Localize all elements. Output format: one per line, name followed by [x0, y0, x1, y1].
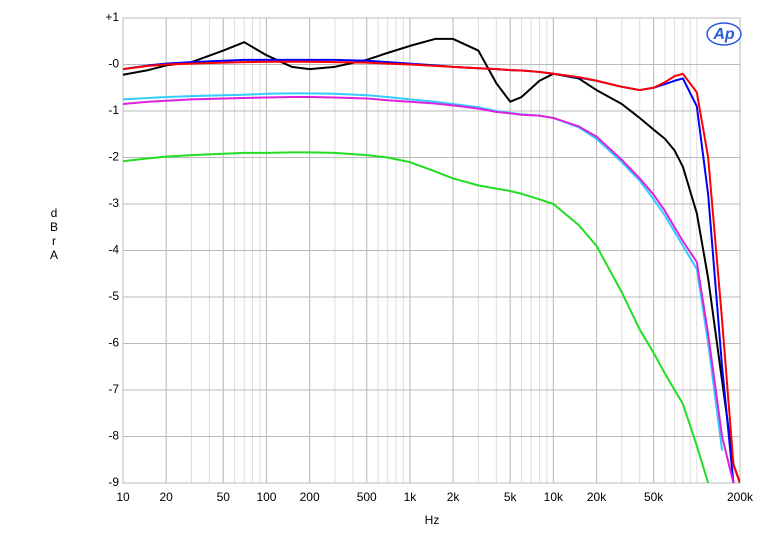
y-tick-label: -2: [108, 150, 119, 164]
x-tick-label: 1k: [404, 490, 418, 504]
x-tick-label: 10k: [544, 490, 564, 504]
logo-badge: [706, 22, 742, 46]
y-tick-label: -7: [108, 382, 119, 396]
series-line: [123, 151, 710, 483]
logo: Ap: [712, 26, 735, 43]
x-tick-label: 2k: [447, 490, 461, 504]
y-tick-label: -9: [108, 475, 119, 489]
x-tick-label: 50: [217, 490, 231, 504]
y-tick-label: -8: [108, 429, 119, 443]
x-tick-label: 500: [357, 490, 377, 504]
y-tick-label: -6: [108, 336, 119, 350]
series-line: [123, 60, 740, 483]
x-axis-label: Hz: [425, 513, 440, 527]
series-line: [123, 96, 735, 483]
x-tick-label: 20k: [587, 490, 607, 504]
x-tick-label: 50k: [644, 490, 664, 504]
y-tick-label: -4: [108, 243, 119, 257]
series-group: [123, 37, 740, 483]
series-line: [123, 37, 740, 483]
x-tick-label: 100: [256, 490, 276, 504]
y-tick-label: -5: [108, 289, 119, 303]
x-tick-label: 5k: [504, 490, 518, 504]
x-tick-label: 200: [300, 490, 320, 504]
y-tick-label: -3: [108, 196, 119, 210]
y-tick-label: -0: [108, 57, 119, 71]
series-line: [123, 92, 724, 451]
y-tick-label: -1: [108, 103, 119, 117]
y-axis-label: dBr A: [50, 206, 59, 262]
y-tick-label: +1: [105, 10, 119, 24]
x-tick-label: 20: [160, 490, 174, 504]
x-tick-label: 10: [116, 490, 130, 504]
x-tick-label: 200k: [727, 490, 754, 504]
